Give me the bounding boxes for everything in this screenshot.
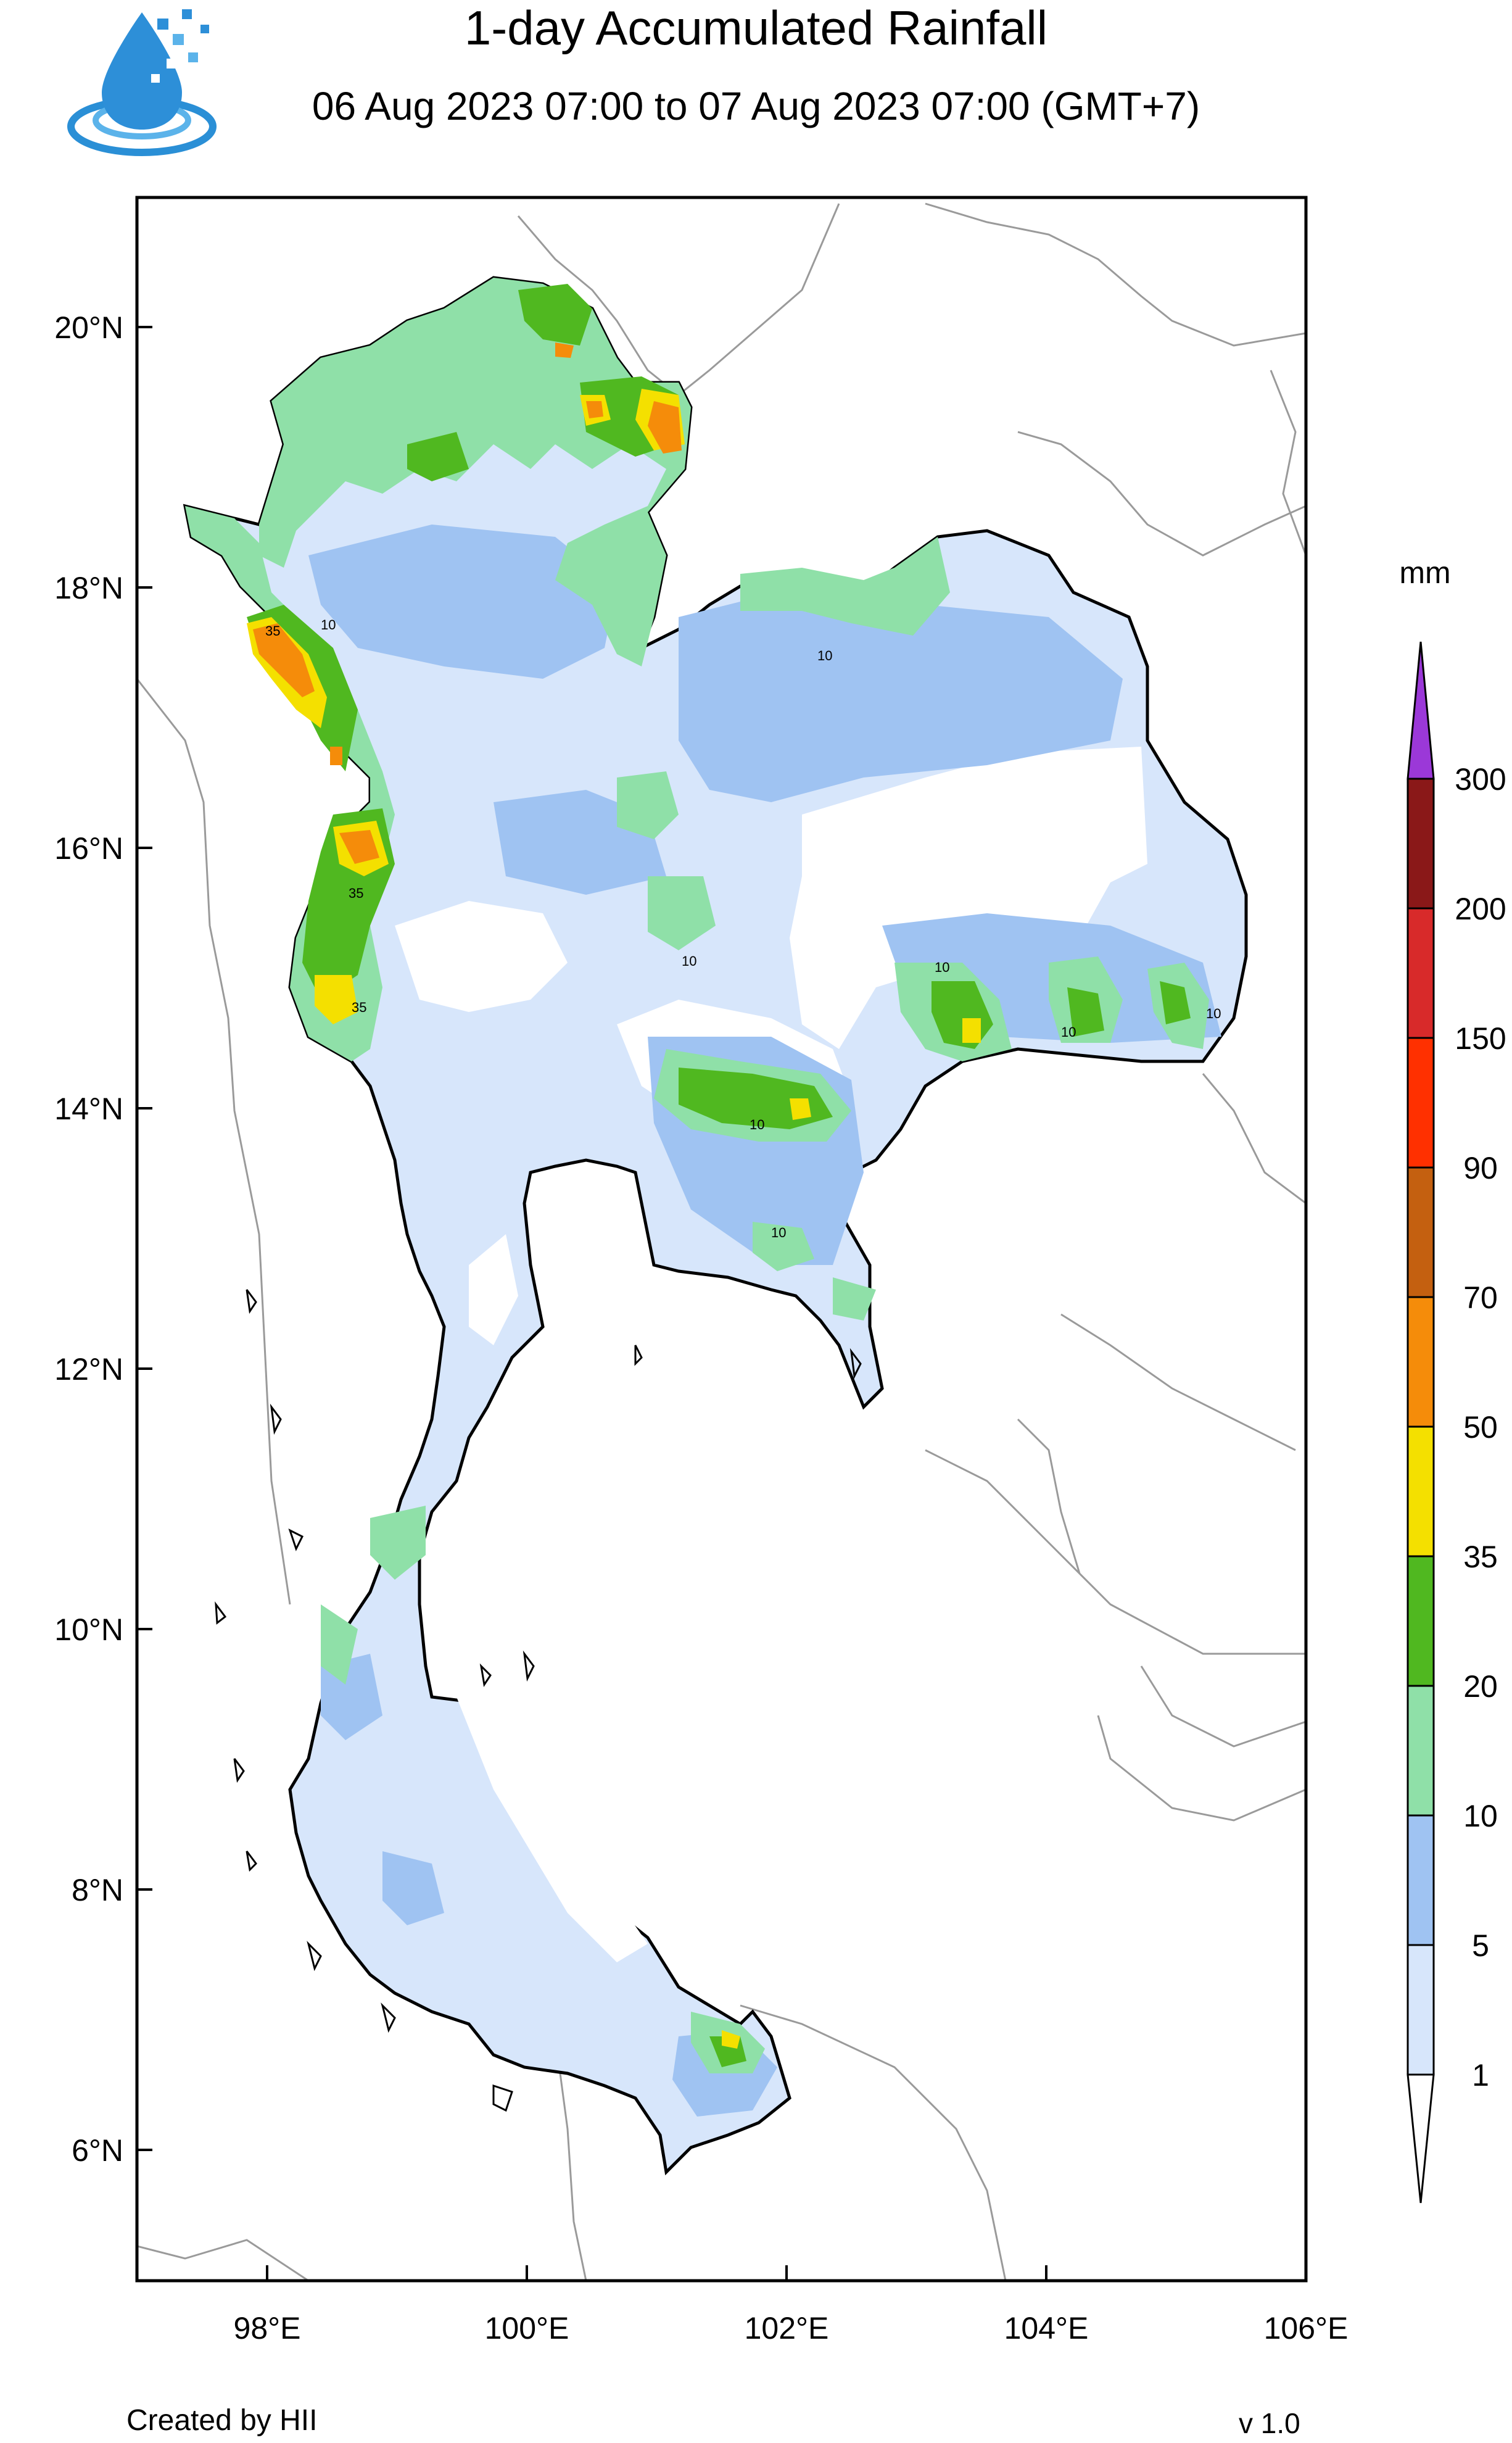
contour-label: 10 xyxy=(1206,1006,1221,1021)
legend-level-label: 20 xyxy=(1463,1669,1498,1704)
legend-level-label: 10 xyxy=(1463,1799,1498,1833)
lon-label: 106°E xyxy=(1264,2311,1349,2346)
legend-swatch xyxy=(1407,1037,1435,1169)
legend-swatch xyxy=(1407,907,1435,1039)
lat-label: 12°N xyxy=(54,1352,123,1387)
legend-level-label: 300 xyxy=(1455,762,1506,797)
neighbor-borders xyxy=(137,202,1306,2281)
lon-label: 102°E xyxy=(745,2311,829,2346)
legend-swatch xyxy=(1407,1296,1435,1428)
legend-swatch xyxy=(1407,2073,1435,2204)
lon-labels: 98°E 100°E 102°E 104°E 106°E xyxy=(234,2311,1349,2346)
legend-swatch xyxy=(1407,1425,1435,1557)
lat-label: 6°N xyxy=(72,2133,123,2168)
legend-swatch xyxy=(1407,778,1435,910)
lon-label: 104°E xyxy=(1004,2311,1089,2346)
legend-unit: mm xyxy=(1399,555,1450,590)
legend-level-label: 5 xyxy=(1472,1928,1489,1963)
legend-level-label: 150 xyxy=(1455,1021,1506,1056)
legend-swatch xyxy=(1407,641,1435,780)
contour-label: 35 xyxy=(352,1000,366,1015)
contour-label: 10 xyxy=(682,953,696,969)
contour-label: 10 xyxy=(321,617,336,633)
rainfall-5mm-areas xyxy=(308,525,1221,2117)
contour-label: 35 xyxy=(265,623,280,639)
rainfall-1mm-areas xyxy=(395,747,1147,1962)
hii-logo-icon xyxy=(67,9,217,156)
legend-swatch xyxy=(1407,1685,1435,1817)
legend-swatch xyxy=(1407,1166,1435,1298)
contour-label: 10 xyxy=(935,960,949,975)
legend-level-label: 1 xyxy=(1472,2058,1489,2093)
lat-label: 10°N xyxy=(54,1612,123,1647)
contour-label: 10 xyxy=(771,1225,786,1240)
lat-ticks xyxy=(137,326,152,2151)
islands xyxy=(215,1289,862,2112)
lat-label: 16°N xyxy=(54,831,123,866)
legend-level-label: 90 xyxy=(1463,1151,1498,1185)
contour-label: 35 xyxy=(349,886,363,901)
legend-level-label: 200 xyxy=(1455,892,1506,926)
lon-ticks xyxy=(266,2265,1307,2281)
lat-label: 18°N xyxy=(54,571,123,605)
contour-label: 10 xyxy=(817,648,832,663)
contour-labels: 10 10 10 10 35 35 35 10 10 10 10 xyxy=(265,617,1221,1240)
legend-colorbar: mm 1 5 10 20 35 50 70 90 150 200 300 xyxy=(1399,555,1506,2204)
contour-label: 10 xyxy=(750,1117,764,1132)
legend-level-label: 35 xyxy=(1463,1540,1498,1574)
map-subtitle: 06 Aug 2023 07:00 to 07 Aug 2023 07:00 (… xyxy=(312,84,1200,128)
credit-text: Created by HII xyxy=(126,2404,318,2437)
lon-label: 100°E xyxy=(485,2311,569,2346)
legend-swatch xyxy=(1407,1555,1435,1687)
lat-labels: 20°N 18°N 16°N 14°N 12°N 10°N 8°N 6°N xyxy=(54,310,123,2168)
lat-label: 20°N xyxy=(54,310,123,345)
contour-label: 10 xyxy=(1061,1024,1076,1040)
map-frame xyxy=(135,196,1308,2283)
lat-label: 14°N xyxy=(54,1092,123,1126)
legend-level-label: 70 xyxy=(1463,1280,1498,1315)
legend-level-label: 50 xyxy=(1463,1410,1498,1445)
lat-label: 8°N xyxy=(72,1873,123,1907)
legend-swatch xyxy=(1407,1814,1435,1946)
map-title: 1-day Accumulated Rainfall xyxy=(464,1,1048,55)
legend-swatch xyxy=(1407,1944,1435,2076)
lon-label: 98°E xyxy=(234,2311,301,2346)
version-text: v 1.0 xyxy=(1239,2407,1300,2439)
rainfall-50mm-areas xyxy=(253,342,682,864)
